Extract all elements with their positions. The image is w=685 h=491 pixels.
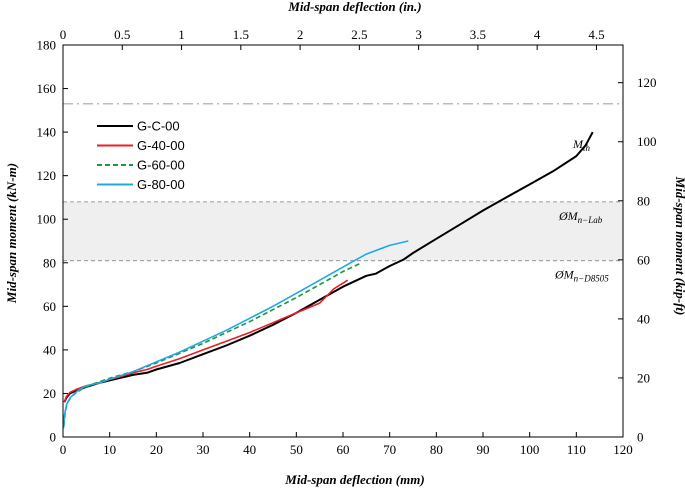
x-tick-label: 40 <box>243 442 256 457</box>
design-capacity-band <box>63 201 623 261</box>
x-tick-label: 60 <box>337 442 350 457</box>
x2-tick-label: 4 <box>534 27 541 42</box>
x-tick-label: 50 <box>290 442 303 457</box>
reference-label-0: Mth <box>572 137 591 153</box>
reference-label-1: ØMn−Lab <box>558 209 603 225</box>
y-tick-label: 120 <box>37 168 57 183</box>
x-tick-label: 100 <box>520 442 540 457</box>
x2-tick-label: 0.5 <box>114 27 130 42</box>
y-axis-right: 0 20 40 60 80 100 120 <box>618 75 657 445</box>
y-tick-label: 0 <box>50 430 57 445</box>
series-line-g-80-00 <box>62 240 409 429</box>
data-series <box>62 131 594 429</box>
y2-tick-label: 40 <box>637 311 650 326</box>
y-tick-label: 100 <box>37 212 57 227</box>
y-tick-label: 20 <box>43 386 56 401</box>
reference-lines <box>63 103 623 262</box>
series-line-g-60-00 <box>63 262 363 427</box>
x2-tick-label: 2.5 <box>351 27 367 42</box>
legend-label-g-80-00: G-80-00 <box>137 177 185 192</box>
y-tick-label: 180 <box>37 38 57 53</box>
x2-tick-label: 3.5 <box>470 27 486 42</box>
y-tick-label: 60 <box>43 299 56 314</box>
y-axis-title: Mid-span moment (kN-m) <box>4 163 19 304</box>
x-axis-bottom: 0 10 20 30 40 50 60 70 80 90 100 110 120 <box>60 432 633 457</box>
y2-axis-title: Mid-span moment (kip-ft) <box>673 176 685 316</box>
x2-tick-label: 0 <box>60 27 67 42</box>
x2-tick-label: 4.5 <box>588 27 604 42</box>
x-tick-label: 0 <box>60 442 67 457</box>
x-tick-label: 10 <box>103 442 116 457</box>
y2-tick-label: 60 <box>637 252 650 267</box>
y2-tick-label: 100 <box>637 134 657 149</box>
y2-tick-label: 0 <box>637 430 644 445</box>
x-tick-label: 110 <box>567 442 586 457</box>
y-tick-label: 40 <box>43 342 56 357</box>
x-tick-label: 70 <box>383 442 396 457</box>
x-tick-label: 30 <box>197 442 210 457</box>
x2-axis-title: Mid-span deflection (in.) <box>287 0 421 14</box>
x-tick-label: 80 <box>430 442 443 457</box>
y-tick-label: 160 <box>37 81 57 96</box>
x-axis-top: 0 0.5 1 1.5 2 2.5 3 3.5 4 4.5 <box>60 27 605 50</box>
y-tick-label: 80 <box>43 255 56 270</box>
x2-tick-label: 3 <box>415 27 422 42</box>
x2-tick-label: 2 <box>297 27 304 42</box>
x-tick-label: 20 <box>150 442 163 457</box>
x2-tick-label: 1.5 <box>233 27 249 42</box>
series-line-g-c-00 <box>63 131 594 403</box>
y2-tick-label: 80 <box>637 193 650 208</box>
legend-label-g-60-00: G-60-00 <box>137 158 185 173</box>
plot-area-group <box>62 44 624 438</box>
y2-tick-label: 120 <box>637 75 657 90</box>
legend: G-C-00 G-40-00 G-60-00 G-80-00 <box>97 119 185 192</box>
y-tick-label: 140 <box>37 125 57 140</box>
x-axis-title: Mid-span deflection (mm) <box>284 472 424 487</box>
x-tick-label: 90 <box>477 442 490 457</box>
y-axis-left: 0 20 40 60 80 100 120 140 160 180 <box>37 38 68 445</box>
series-line-g-40-00 <box>63 279 349 403</box>
reference-label-2: ØMn−D8505 <box>554 268 609 284</box>
legend-label-g-c-00: G-C-00 <box>137 119 180 134</box>
x-tick-label: 120 <box>613 442 633 457</box>
reference-annotations: Mth ØMn−Lab ØMn−D8505 <box>554 137 609 284</box>
legend-label-g-40-00: G-40-00 <box>137 138 185 153</box>
y2-tick-label: 20 <box>637 370 650 385</box>
x2-tick-label: 1 <box>178 27 185 42</box>
